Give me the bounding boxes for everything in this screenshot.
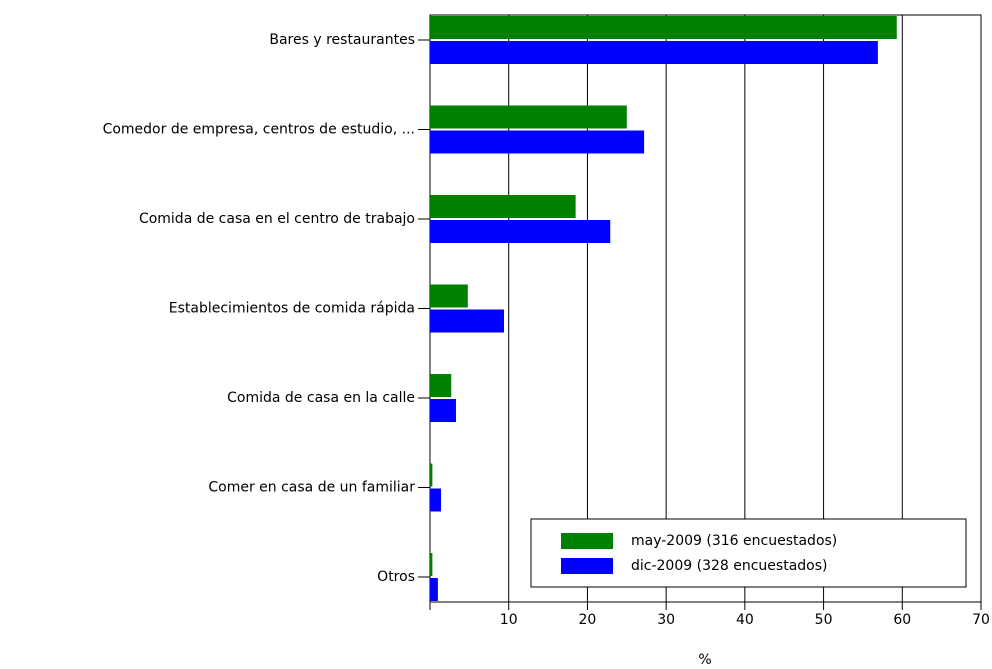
x-tick-label: 60: [893, 612, 911, 628]
legend-label: may-2009 (316 encuestados): [631, 533, 837, 549]
bar: [430, 374, 452, 397]
bar: [430, 41, 878, 64]
x-tick-label: 20: [579, 612, 597, 628]
x-tick-label: 70: [972, 612, 990, 628]
bar: [430, 284, 468, 308]
bar: [430, 553, 433, 576]
legend-swatch: [561, 533, 613, 549]
x-tick-label: 50: [815, 612, 833, 628]
plot-area: [429, 14, 982, 603]
y-tick-label: Establecimientos de comida rápida: [169, 301, 415, 317]
legend-label: dic-2009 (328 encuestados): [631, 558, 827, 574]
bar: [430, 105, 627, 129]
bar: [430, 195, 576, 218]
bar: [430, 16, 897, 39]
legend-swatch: [561, 558, 613, 574]
y-tick-label: Comida de casa en el centro de trabajo: [139, 211, 415, 227]
y-tick-label: Comedor de empresa, centros de estudio, …: [103, 122, 415, 138]
bar: [430, 463, 433, 487]
bar: [430, 488, 442, 512]
legend-box: [530, 518, 967, 588]
bar: [430, 399, 456, 422]
bar: [430, 130, 645, 154]
y-tick-label: Comida de casa en la calle: [227, 390, 415, 406]
x-axis-label: %: [698, 652, 711, 668]
x-tick-label: 10: [500, 612, 518, 628]
bar: [430, 309, 504, 333]
y-tick-label: Bares y restaurantes: [269, 32, 415, 48]
bar: [430, 220, 611, 243]
x-tick-label: 30: [657, 612, 675, 628]
bar: [430, 578, 438, 601]
y-tick-label: Otros: [377, 569, 415, 585]
x-tick-label: 40: [736, 612, 754, 628]
y-tick-label: Comer en casa de un familiar: [208, 480, 415, 496]
